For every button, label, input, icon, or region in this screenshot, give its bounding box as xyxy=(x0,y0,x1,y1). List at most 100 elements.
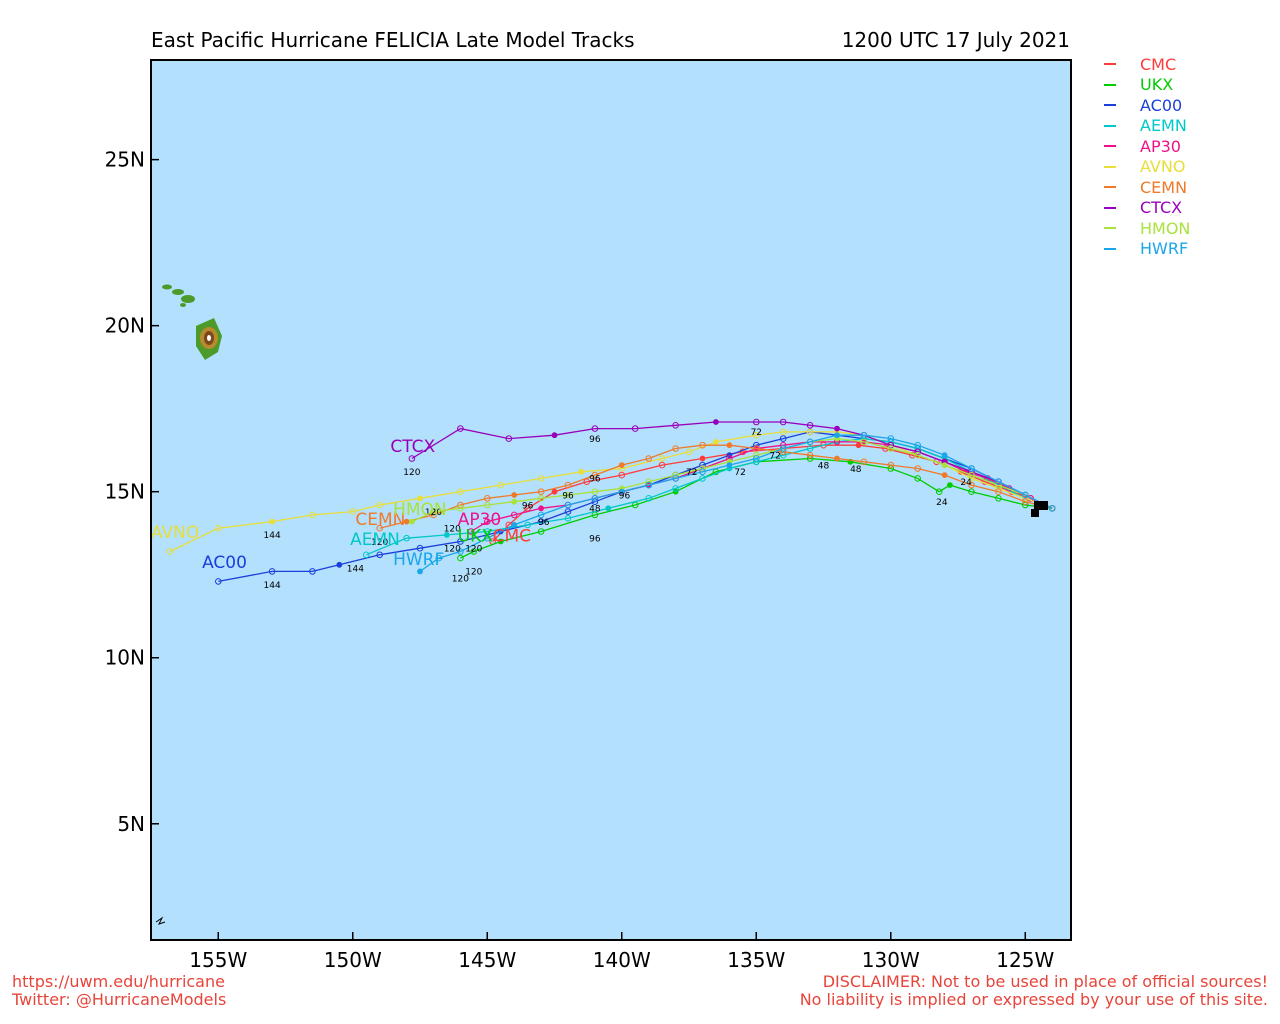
track-hwrf xyxy=(417,431,1056,575)
model-legend: CMC UKX AC00 AEMN AP30 AVNO CEMN CTCX HMON HWRF xyxy=(1104,54,1190,259)
track-point xyxy=(631,425,639,432)
track-point xyxy=(995,478,1002,486)
track-point xyxy=(537,511,545,519)
legend-label: AEMN xyxy=(1140,116,1187,136)
hour-label: 120 xyxy=(371,538,388,548)
legend-swatch xyxy=(1104,145,1116,148)
hour-label: 96 xyxy=(538,518,550,528)
track-hmon xyxy=(409,435,1056,525)
track-point xyxy=(457,488,464,496)
model-label-avno: AVNO xyxy=(151,523,199,543)
track-point xyxy=(551,488,558,495)
track-point xyxy=(935,488,943,496)
track-point xyxy=(497,538,504,545)
track-point xyxy=(995,488,1002,496)
track-point xyxy=(538,505,544,512)
y-tick-label: 20N xyxy=(105,314,145,338)
track-point xyxy=(1022,491,1029,499)
track-point xyxy=(806,451,814,459)
track-point xyxy=(618,488,625,495)
track-point xyxy=(524,521,531,529)
track-point xyxy=(484,528,491,535)
track-line xyxy=(411,421,1053,509)
hour-label: 96 xyxy=(562,491,574,501)
legend-item-hwrf: HWRF xyxy=(1104,239,1190,260)
hour-label: 144 xyxy=(264,531,281,541)
track-point xyxy=(537,475,545,482)
model-label-hmon: HMON xyxy=(393,500,447,520)
track-point xyxy=(753,418,760,426)
track-point xyxy=(166,548,174,555)
disclaimer-line-1: DISCLAIMER: Not to be used in place of o… xyxy=(822,972,1268,991)
track-point xyxy=(591,471,599,479)
track-point xyxy=(215,578,222,585)
track-point xyxy=(417,568,423,575)
hour-label: 72 xyxy=(769,452,780,462)
footer-disclaimer: DISCLAIMER: Not to be used in place of o… xyxy=(800,973,1268,1009)
hour-label: 120 xyxy=(465,545,482,555)
hour-label: 24 xyxy=(960,478,972,488)
legend-swatch xyxy=(1104,186,1116,189)
legend-swatch xyxy=(1104,63,1116,66)
track-point xyxy=(618,462,625,469)
track-point xyxy=(834,425,840,432)
hour-label: 120 xyxy=(444,525,461,535)
legend-label: CEMN xyxy=(1140,177,1188,197)
track-point xyxy=(457,548,464,555)
track-point xyxy=(591,495,599,502)
track-point xyxy=(887,435,895,442)
track-point xyxy=(968,488,975,496)
map-axes: 155W 150W 145W 140W 135W 130W 125W 25N 20N 15N 10N… xyxy=(105,148,1055,972)
track-point xyxy=(408,455,416,462)
hour-label: 24 xyxy=(936,498,948,508)
legend-swatch xyxy=(1104,124,1116,127)
track-point xyxy=(484,495,491,502)
track-point xyxy=(658,461,666,469)
footer-url-link[interactable]: https://uwm.edu/hurricane xyxy=(12,972,225,991)
track-point xyxy=(564,491,572,499)
track-point xyxy=(672,445,679,452)
track-point xyxy=(376,551,384,559)
track-point xyxy=(591,488,599,496)
y-tick-label: 15N xyxy=(105,480,145,504)
track-point xyxy=(457,505,464,512)
legend-label: AP30 xyxy=(1140,136,1181,156)
track-point xyxy=(591,425,599,432)
track-point xyxy=(941,462,948,469)
track-point xyxy=(417,495,423,502)
track-point xyxy=(672,475,679,482)
legend-label: UKX xyxy=(1140,75,1174,95)
hour-label: 120 xyxy=(452,574,469,584)
model-label-hwrf: HWRF xyxy=(393,550,444,570)
track-point xyxy=(887,445,895,452)
hour-label: 48 xyxy=(818,462,830,472)
hour-label: 96 xyxy=(589,535,601,545)
y-tick-label: 10N xyxy=(105,646,145,670)
hour-label: 120 xyxy=(465,568,482,578)
track-point xyxy=(457,425,464,432)
track-point xyxy=(779,418,787,426)
track-line xyxy=(379,444,1053,529)
x-tick-label: 150W xyxy=(324,948,382,972)
track-point xyxy=(914,475,922,482)
track-point xyxy=(645,481,653,489)
legend-item-ukx: UKX xyxy=(1104,75,1190,96)
track-point xyxy=(753,455,760,462)
hour-label: 144 xyxy=(264,581,281,591)
track-point xyxy=(505,435,513,442)
track-point xyxy=(457,554,464,562)
track-point xyxy=(860,458,868,466)
track-cemn xyxy=(376,441,1056,532)
legend-item-avno: AVNO xyxy=(1104,157,1190,178)
track-point xyxy=(713,439,719,445)
hour-label: 48 xyxy=(589,505,601,515)
map-frame xyxy=(150,59,1072,941)
y-tick-label: 5N xyxy=(117,812,145,836)
model-label-ukx: UKX xyxy=(458,527,494,547)
footer-twitter: Twitter: @HurricaneModels xyxy=(12,990,227,1009)
track-point xyxy=(484,501,491,509)
legend-item-ctcx: CTCX xyxy=(1104,198,1190,219)
